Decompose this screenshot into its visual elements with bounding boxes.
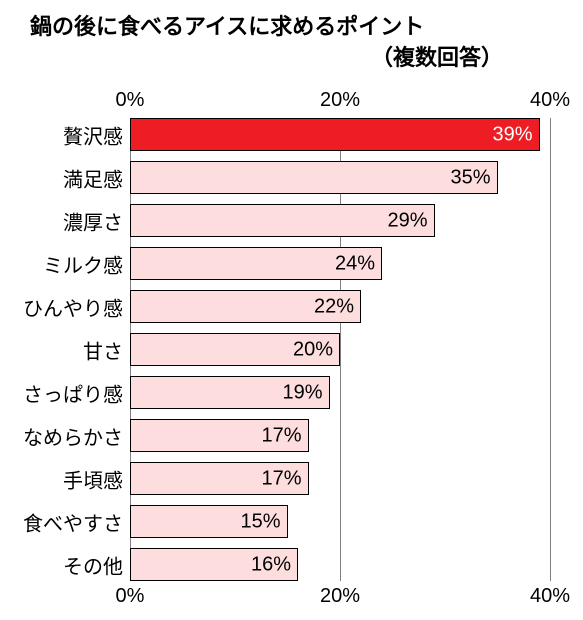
bar-value-label: 20% bbox=[293, 338, 333, 361]
x-axis-top: 0%20%40% bbox=[130, 90, 550, 114]
bar-value-label: 15% bbox=[240, 510, 280, 533]
x-tick-top: 20% bbox=[320, 89, 360, 112]
bar-row: 24% bbox=[130, 247, 550, 280]
x-axis-bottom: 0%20%40% bbox=[130, 583, 550, 607]
x-tick-top: 0% bbox=[116, 89, 145, 112]
bar-row: 22% bbox=[130, 290, 550, 323]
bar-row: 17% bbox=[130, 419, 550, 452]
category-label: 手頃感 bbox=[63, 464, 123, 493]
category-label: さっぱり感 bbox=[23, 378, 123, 407]
bar-rect: 15% bbox=[130, 505, 288, 538]
category-label: 食べやすさ bbox=[23, 507, 123, 536]
category-label: 濃厚さ bbox=[63, 206, 123, 235]
category-label: 贅沢感 bbox=[63, 120, 123, 149]
category-label: なめらかさ bbox=[23, 421, 123, 450]
bar-rect: 17% bbox=[130, 419, 309, 452]
chart-title-line2: （複数回答） bbox=[30, 43, 563, 74]
chart-container: 鍋の後に食べるアイスに求めるポイント （複数回答） 0%20%40% 39%35… bbox=[0, 0, 583, 620]
x-tick-bottom: 20% bbox=[320, 585, 360, 608]
bar-rect: 17% bbox=[130, 462, 309, 495]
bar-rect: 20% bbox=[130, 333, 340, 366]
chart-title-line1: 鍋の後に食べるアイスに求めるポイント bbox=[30, 12, 563, 43]
category-label: ミルク感 bbox=[43, 249, 123, 278]
x-tick-top: 40% bbox=[530, 89, 570, 112]
bar-rect: 22% bbox=[130, 290, 361, 323]
category-label: 満足感 bbox=[63, 163, 123, 192]
bar-row: 29% bbox=[130, 204, 550, 237]
category-label: 甘さ bbox=[83, 335, 123, 364]
x-tick-bottom: 40% bbox=[530, 585, 570, 608]
bar-value-label: 17% bbox=[261, 467, 301, 490]
bar-row: 16% bbox=[130, 548, 550, 581]
bar-rect: 16% bbox=[130, 548, 298, 581]
bar-value-label: 35% bbox=[450, 166, 490, 189]
bar-value-label: 39% bbox=[492, 123, 532, 146]
chart-title: 鍋の後に食べるアイスに求めるポイント （複数回答） bbox=[30, 12, 563, 74]
bar-value-label: 16% bbox=[251, 553, 291, 576]
gridline-40 bbox=[550, 118, 551, 581]
bar-value-label: 29% bbox=[387, 209, 427, 232]
bar-rect: 35% bbox=[130, 161, 498, 194]
bar-row: 17% bbox=[130, 462, 550, 495]
bar-value-label: 17% bbox=[261, 424, 301, 447]
bar-rect: 39% bbox=[130, 118, 540, 151]
bar-value-label: 22% bbox=[314, 295, 354, 318]
bar-row: 19% bbox=[130, 376, 550, 409]
bar-row: 15% bbox=[130, 505, 550, 538]
bar-row: 39% bbox=[130, 118, 550, 151]
bar-rect: 24% bbox=[130, 247, 382, 280]
category-label: ひんやり感 bbox=[23, 292, 123, 321]
bars-area: 39%35% 29% 24% 22% 20% 19% 17% 17% 15% 16% bbox=[130, 118, 550, 581]
bar-row: 20% bbox=[130, 333, 550, 366]
bar-value-label: 19% bbox=[282, 381, 322, 404]
category-label: その他 bbox=[63, 550, 123, 579]
bar-row: 35% bbox=[130, 161, 550, 194]
bar-rect: 19% bbox=[130, 376, 330, 409]
x-tick-bottom: 0% bbox=[116, 585, 145, 608]
bar-value-label: 24% bbox=[335, 252, 375, 275]
bar-rect: 29% bbox=[130, 204, 435, 237]
